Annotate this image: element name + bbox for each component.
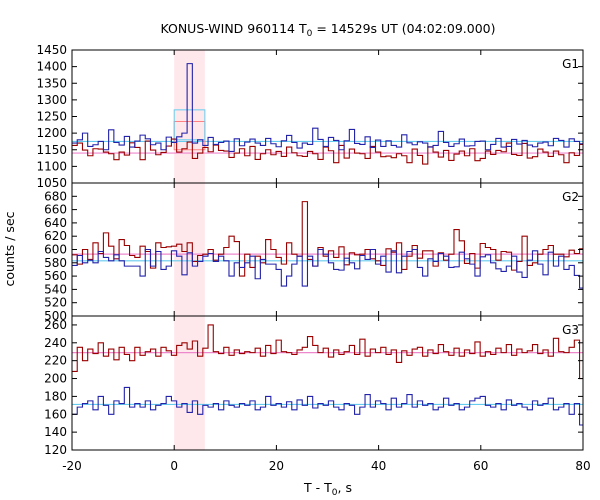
- y-tick-label: 520: [44, 296, 67, 310]
- red-series-line: [72, 324, 583, 380]
- y-tick-label: 1400: [36, 60, 67, 74]
- x-tick-label: 60: [473, 459, 488, 473]
- y-tick-label: 600: [44, 243, 67, 257]
- panel-g1: 1450 1400 1350 1300 1250 1200 1150 1100 1050 G1: [36, 43, 584, 190]
- y-tick-label: 1150: [36, 143, 67, 157]
- panel-label: G3: [562, 323, 579, 337]
- y-tick-label: 560: [44, 269, 67, 283]
- x-tick-label: 80: [575, 459, 590, 473]
- x-axis-label: T - T0, s: [303, 480, 352, 498]
- y-tick-label: 640: [44, 216, 67, 230]
- blue-series-line: [72, 386, 583, 426]
- y-tick-label: 240: [44, 336, 67, 350]
- y-tick-label: 660: [44, 203, 67, 217]
- chart-title: KONUS-WIND 960114 T0 = 14529s UT (04:02:…: [160, 21, 495, 39]
- highlight-band: [174, 50, 205, 450]
- x-tick-label: 40: [371, 459, 386, 473]
- y-tick-label: 1250: [36, 110, 67, 124]
- y-tick-label: 500: [44, 309, 67, 323]
- panel-frame: [71, 315, 584, 451]
- y-tick-label: 200: [44, 372, 67, 386]
- y-tick-label: 1450: [36, 43, 67, 57]
- panel-g3: 260 240 220 200 180 160 140 120 G3: [44, 315, 584, 457]
- y-tick-label: 680: [44, 189, 67, 203]
- red-series-line: [72, 138, 583, 165]
- x-tick-label: -20: [62, 459, 82, 473]
- x-tick-label: 0: [170, 459, 178, 473]
- panel-frame: [71, 49, 584, 184]
- blue-series-line: [72, 63, 583, 152]
- y-axis-label: counts / sec: [2, 211, 17, 286]
- red-series-line: [72, 201, 583, 277]
- y-tick-label: 180: [44, 389, 67, 403]
- plot-area: 145014001350130012501200115011001050G168…: [36, 43, 590, 473]
- blue-series-line: [72, 248, 583, 289]
- y-tick-label: 1350: [36, 76, 67, 90]
- y-tick-label: 1200: [36, 126, 67, 140]
- panel-label: G2: [562, 190, 579, 204]
- blue-interval-box: [173, 109, 206, 141]
- y-tick-label: 120: [44, 443, 67, 457]
- panel-label: G1: [562, 57, 579, 71]
- y-tick-label: 1300: [36, 93, 67, 107]
- y-tick-label: 620: [44, 229, 67, 243]
- y-tick-label: 160: [44, 407, 67, 421]
- y-tick-label: 140: [44, 425, 67, 439]
- y-tick-label: 540: [44, 282, 67, 296]
- y-tick-label: 220: [44, 354, 67, 368]
- y-tick-label: 260: [44, 318, 67, 332]
- x-tick-label: 20: [269, 459, 284, 473]
- y-tick-label: 580: [44, 256, 67, 270]
- y-tick-label: 1050: [36, 176, 67, 190]
- y-tick-label: 1100: [36, 159, 67, 173]
